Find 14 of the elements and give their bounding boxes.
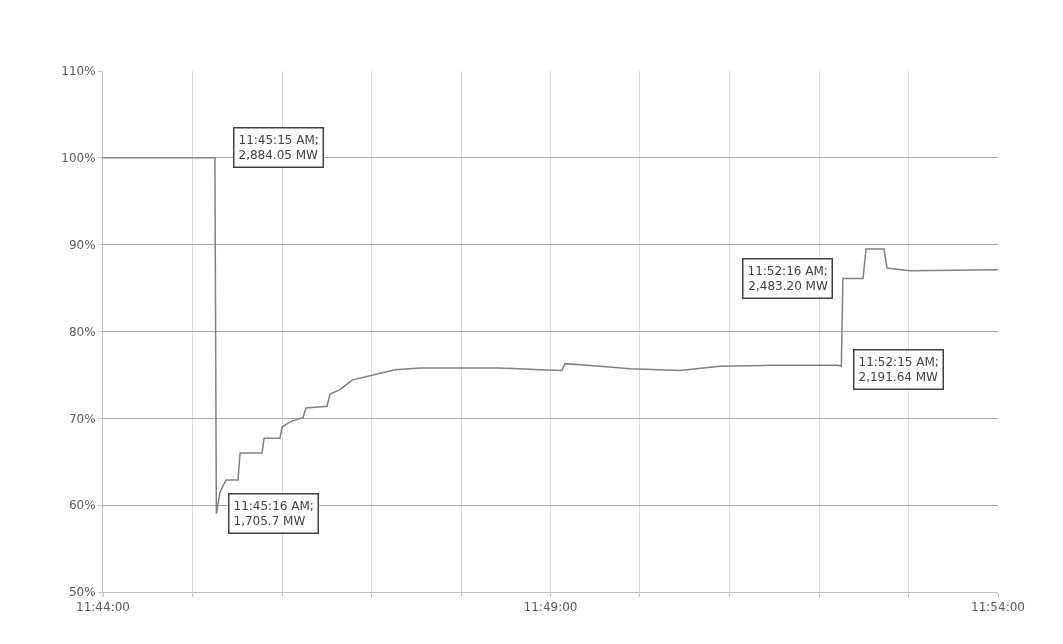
y-tick-label: 110% <box>61 64 96 79</box>
x-tick-label: 11:49:00 <box>523 600 578 615</box>
annotation: 11:45:16 AM; 1,705.7 MW <box>233 498 314 529</box>
x-tick-label: 11:54:00 <box>971 600 1025 615</box>
y-tick-label: 90% <box>68 237 96 252</box>
y-tick-label: 80% <box>68 324 96 339</box>
x-tick-label: 11:44:00 <box>76 600 130 615</box>
y-tick-label: 100% <box>61 151 96 166</box>
annotation: 11:45:15 AM; 2,884.05 MW <box>238 132 319 163</box>
annotation: 11:52:16 AM; 2,483.20 MW <box>747 263 828 294</box>
y-tick-label: 50% <box>68 585 96 600</box>
y-tick-label: 70% <box>68 411 96 426</box>
y-tick-label: 60% <box>68 498 96 513</box>
annotation: 11:52:15 AM; 2,191.64 MW <box>858 354 939 385</box>
